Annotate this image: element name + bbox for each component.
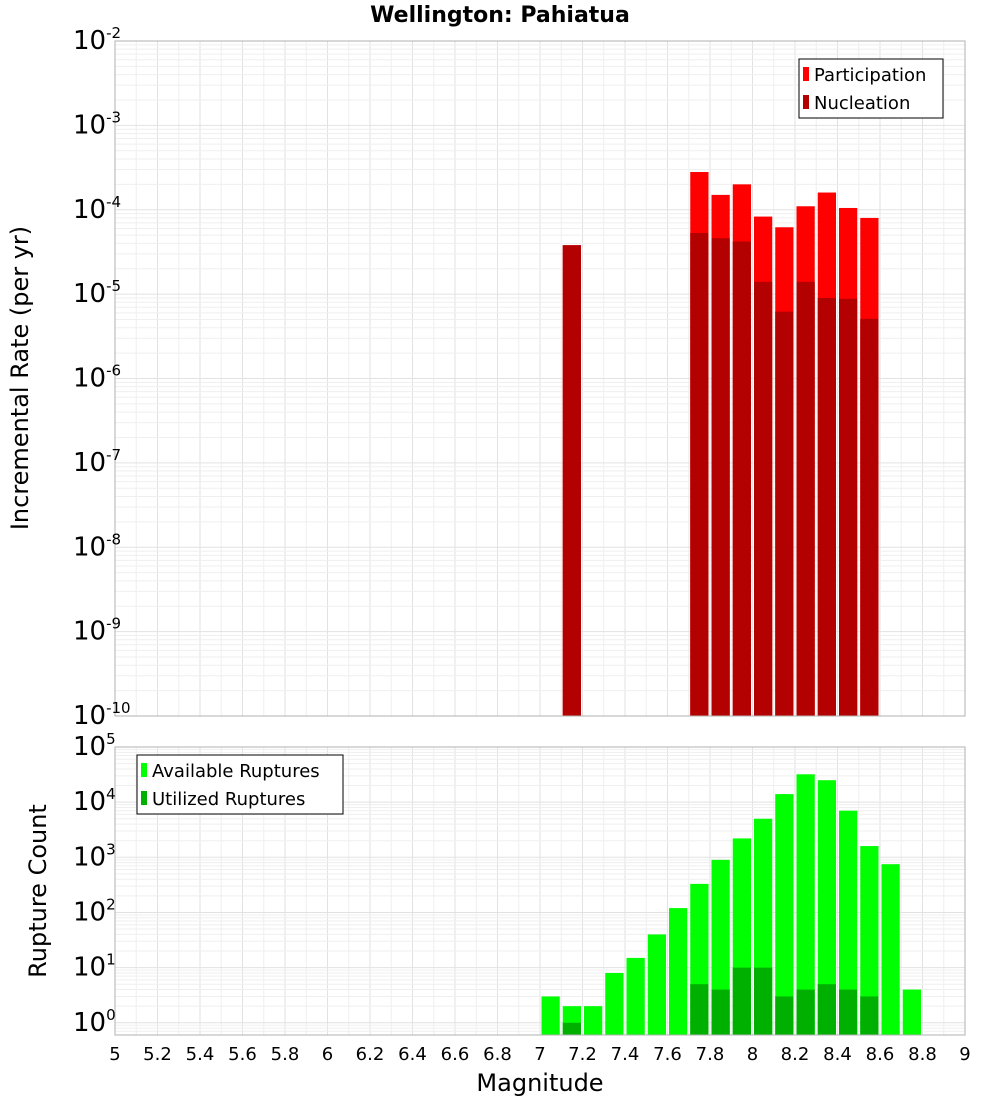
legend-swatch (803, 95, 809, 109)
count-y-tick-labels: 100 101 102 103 104 105 (73, 730, 116, 1038)
y-tick-label: 101 (73, 951, 116, 983)
rate-y-axis-label: Incremental Rate (per yr) (6, 226, 34, 530)
rate-bar-nucleation (732, 241, 751, 717)
y-tick-label: 105 (73, 730, 116, 762)
x-tick-label: 8 (747, 1044, 758, 1065)
rate-bar-nucleation (775, 311, 794, 716)
x-tick-label: 7.2 (568, 1044, 597, 1065)
x-tick-label: 6.6 (441, 1044, 470, 1065)
x-tick-labels: 5 5.2 5.4 5.6 5.8 6 6.2 6.4 6.6 6.8 7 7.2 7.4 7.6 7.8 8… (109, 1044, 970, 1065)
count-y-axis-label: Rupture Count (24, 804, 52, 978)
count-bar-available-ruptures (881, 864, 900, 1035)
rate-bar-nucleation (860, 318, 879, 716)
count-bar-utilized-ruptures (796, 989, 815, 1035)
rate-y-tick-labels: 10-10 10-9 10-8 10-7 10-6 10-5 10-4 10-3 10-2 (73, 24, 131, 731)
count-bar-utilized-ruptures (817, 984, 836, 1035)
y-tick-label: 10-6 (73, 362, 121, 394)
count-bar-utilized-ruptures (711, 989, 730, 1035)
count-bar-available-ruptures (902, 989, 921, 1035)
y-tick-label: 10-7 (73, 446, 121, 478)
count-bar-utilized-ruptures (562, 1022, 581, 1035)
rate-bar-nucleation (817, 297, 836, 716)
y-tick-label: 103 (73, 840, 116, 872)
count-bar-available-ruptures (669, 908, 688, 1035)
x-tick-label: 8.8 (908, 1044, 937, 1065)
rate-bar-nucleation (690, 233, 709, 716)
rate-bar-nucleation (839, 298, 858, 716)
x-tick-label: 7.8 (696, 1044, 725, 1065)
count-bar-utilized-ruptures (754, 967, 773, 1035)
count-plot-frame (114, 746, 966, 1036)
x-tick-label: 9 (959, 1044, 970, 1065)
x-tick-label: 6 (322, 1044, 333, 1065)
count-bar-available-ruptures (647, 934, 666, 1035)
rate-bar-nucleation (562, 245, 581, 717)
rate-bar-nucleation (754, 281, 773, 716)
y-tick-label: 10-10 (73, 699, 131, 731)
x-tick-label: 6.8 (483, 1044, 512, 1065)
x-tick-label: 7.4 (611, 1044, 640, 1065)
rate-bar-nucleation (711, 238, 730, 716)
x-tick-label: 5.6 (228, 1044, 257, 1065)
x-tick-label: 8.4 (823, 1044, 852, 1065)
y-tick-label: 10-4 (73, 193, 121, 225)
chart-title: Wellington: Pahiatua (370, 3, 630, 28)
x-axis-label: Magnitude (476, 1069, 603, 1097)
count-bar-utilized-ruptures (690, 984, 709, 1035)
count-bar-utilized-ruptures (860, 996, 879, 1035)
count-bar-available-ruptures (839, 810, 858, 1035)
rate-bar-nucleation (796, 281, 815, 716)
count-bar-available-ruptures (626, 957, 645, 1035)
legend-swatch (141, 791, 147, 805)
x-tick-label: 6.4 (398, 1044, 427, 1065)
x-tick-label: 6.2 (356, 1044, 385, 1065)
x-tick-label: 5.4 (186, 1044, 215, 1065)
y-tick-label: 100 (73, 1006, 116, 1038)
legend-swatch (141, 763, 147, 777)
y-tick-label: 104 (73, 785, 116, 817)
count-bar-utilized-ruptures (775, 996, 794, 1035)
x-tick-label: 5 (109, 1044, 120, 1065)
rate-legend: Participation Nucleation (798, 58, 944, 119)
y-tick-label: 10-8 (73, 530, 121, 562)
y-tick-label: 10-2 (73, 24, 121, 56)
rate-grid (114, 40, 966, 717)
participation-nucleation-panel: 10-10 10-9 10-8 10-7 10-6 10-5 10-4 10-3 10-2 Inc… (6, 24, 966, 731)
rate-series-nucleation (562, 233, 879, 717)
x-tick-label: 8.2 (781, 1044, 810, 1065)
x-tick-label: 5.2 (143, 1044, 172, 1065)
count-bar-utilized-ruptures (839, 989, 858, 1035)
legend-box (136, 754, 344, 815)
count-bar-available-ruptures (796, 774, 815, 1035)
count-bar-available-ruptures (817, 780, 836, 1035)
legend-label: Utilized Ruptures (152, 789, 305, 810)
x-tick-label: 7 (534, 1044, 545, 1065)
legend-swatch (803, 67, 809, 81)
legend-label: Nucleation (814, 93, 910, 114)
count-bar-available-ruptures (860, 846, 879, 1035)
rupture-count-panel: 100 101 102 103 104 105 Rupture Count 5 5.2 5.4 5.… (24, 730, 971, 1065)
count-series-utilized-ruptures (562, 967, 879, 1035)
x-tick-label: 8.6 (866, 1044, 895, 1065)
count-bar-utilized-ruptures (732, 967, 751, 1035)
legend-label: Participation (814, 65, 926, 86)
count-bar-available-ruptures (541, 996, 560, 1035)
legend-box (798, 58, 944, 119)
x-tick-label: 5.8 (271, 1044, 300, 1065)
x-tick-label: 7.6 (653, 1044, 682, 1065)
y-tick-label: 10-3 (73, 108, 121, 140)
rate-plot-frame (114, 40, 966, 717)
count-bar-available-ruptures (775, 794, 794, 1035)
y-tick-label: 102 (73, 895, 116, 927)
y-tick-label: 10-9 (73, 615, 121, 647)
y-tick-label: 10-5 (73, 277, 121, 309)
count-bar-available-ruptures (584, 1006, 603, 1035)
legend-label: Available Ruptures (152, 761, 320, 782)
count-legend: Available Ruptures Utilized Ruptures (136, 754, 344, 815)
count-bar-available-ruptures (605, 972, 624, 1035)
